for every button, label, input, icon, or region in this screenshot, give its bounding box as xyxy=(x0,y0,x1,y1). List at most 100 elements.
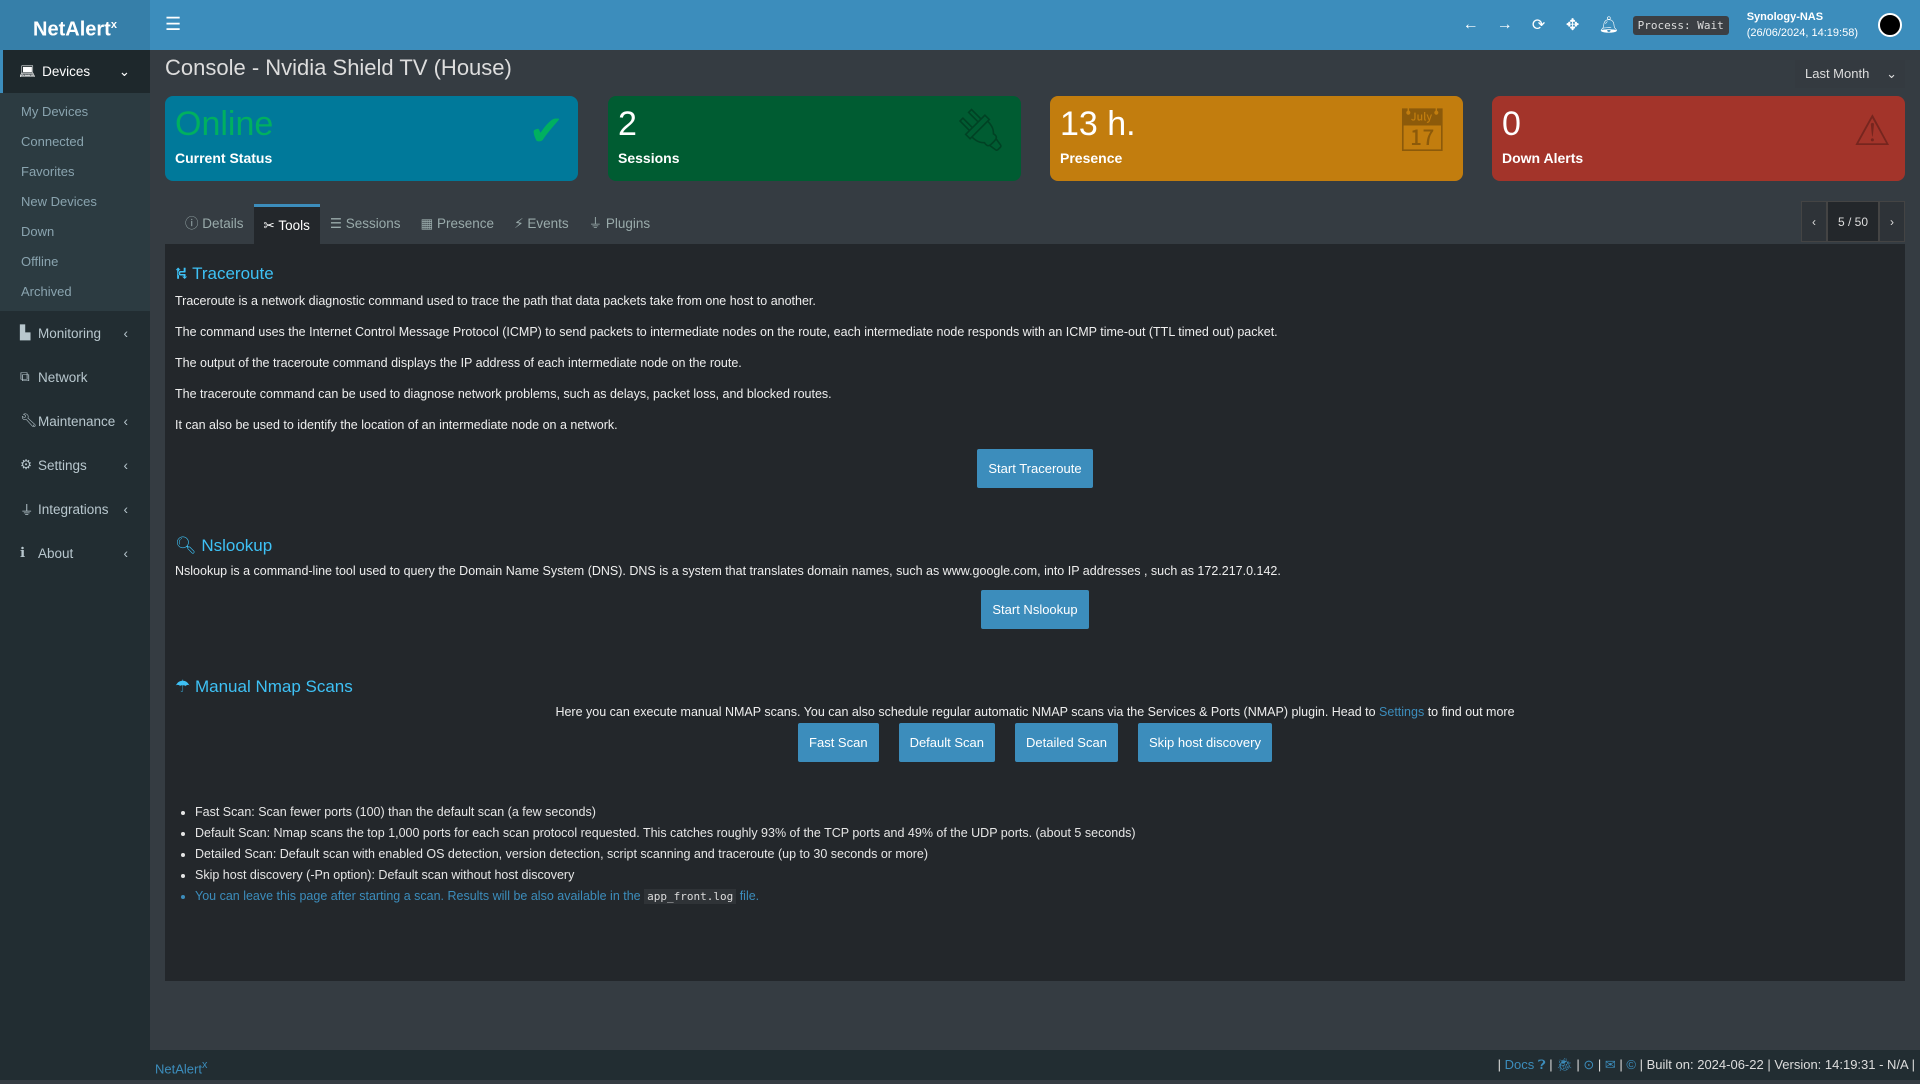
chevron-left-icon: ‹ xyxy=(123,545,129,561)
sidebar: 💻︎ Devices ⌄ My Devices Connected Favorites N… xyxy=(0,50,150,1080)
sidebar-subitem[interactable]: Connected xyxy=(21,134,84,149)
build-info: | Built on: 2024-06-22 | Version: 14:19:… xyxy=(1639,1057,1915,1072)
wrench-icon: 🔧︎ xyxy=(20,413,38,428)
sidebar-subitem[interactable]: Favorites xyxy=(21,164,75,179)
card-label: Current Status xyxy=(175,150,273,166)
sidebar-item-label: Network xyxy=(38,369,88,385)
sidebar-subitem[interactable]: Down xyxy=(21,224,55,239)
next-device-button[interactable]: › xyxy=(1879,201,1905,242)
bell-icon[interactable]: 🔔︎ xyxy=(1598,17,1619,34)
laptop-icon: 💻︎ xyxy=(19,63,37,79)
detailed-scan-button[interactable]: Detailed Scan xyxy=(1015,723,1118,762)
menu-toggle-icon[interactable]: ☰ xyxy=(165,14,182,34)
sidebar-item-settings[interactable]: ⚙ Settings ‹ xyxy=(0,443,150,487)
status-card: 0 Down Alerts ⚠ xyxy=(1492,96,1905,181)
nmap-heading: ☂ Manual Nmap Scans xyxy=(175,677,353,696)
device-position: 5 / 50 xyxy=(1826,201,1879,242)
tab-events[interactable]: ⚡︎ Events xyxy=(504,204,579,244)
tab-sessions[interactable]: ☰ Sessions xyxy=(320,204,411,244)
gear-icon: ⚙ xyxy=(20,457,33,472)
note-end: file. xyxy=(739,889,760,903)
plug-icon: ⏚ xyxy=(588,216,606,231)
sidebar-item-label: About xyxy=(38,545,74,561)
sidebar-item-label: Maintenance xyxy=(38,413,116,429)
chart-icon: ▙ xyxy=(20,325,31,340)
card-label: Sessions xyxy=(618,150,680,166)
tab-label: Plugins xyxy=(605,216,651,231)
plug-icon: ⏚ xyxy=(20,503,34,518)
sidebar-subitem[interactable]: New Devices xyxy=(21,194,97,209)
traceroute-description: The command uses the Internet Control Me… xyxy=(175,325,1278,339)
tools-icon: ✂ xyxy=(263,218,279,233)
sidebar-item-integrations[interactable]: ⏚ Integrations ‹ xyxy=(0,487,150,531)
github-icon[interactable]: ⊙ xyxy=(1583,1057,1595,1072)
sidebar-item-monitoring[interactable]: ▙ Monitoring ‹ xyxy=(0,311,150,355)
sidebar-subitem[interactable]: Archived xyxy=(21,284,72,299)
start-nslookup-button[interactable]: Start Nslookup xyxy=(981,590,1089,629)
tab-label: Sessions xyxy=(345,216,401,231)
skip-host-discovery-button[interactable]: Skip host discovery xyxy=(1137,723,1272,762)
tab-details[interactable]: ⓘ Details xyxy=(175,204,254,244)
sidebar-item-label: Monitoring xyxy=(38,325,102,341)
mail-icon[interactable]: ✉ xyxy=(1604,1057,1616,1072)
period-select[interactable]: Last Month ⌄ xyxy=(1795,60,1905,88)
settings-link[interactable]: Settings xyxy=(1379,705,1425,719)
network-icon: ⧉ xyxy=(20,369,30,384)
plug-icon: 🔌︎ xyxy=(953,106,1007,153)
copyright-icon[interactable]: © xyxy=(1626,1057,1637,1072)
umbrella-icon: ☂ xyxy=(175,677,195,696)
scan-description: Fast Scan: Scan fewer ports (100) than t… xyxy=(195,802,1895,823)
page-title: Console - Nvidia Shield TV (House) xyxy=(165,55,512,80)
refresh-icon[interactable]: ⟳ xyxy=(1531,17,1546,34)
calendar-icon: ▦ xyxy=(420,216,438,231)
tab-label: Events xyxy=(527,216,569,231)
tab-label: Details xyxy=(202,216,244,231)
prev-device-button[interactable]: ‹ xyxy=(1800,201,1827,242)
calendar-icon: 📅︎ xyxy=(1395,106,1449,153)
chevron-down-icon: ⌄ xyxy=(1886,66,1897,81)
sidebar-subitem[interactable]: Offline xyxy=(21,254,59,269)
back-icon[interactable]: ← xyxy=(1462,16,1479,33)
sidebar-subitem[interactable]: My Devices xyxy=(21,104,89,119)
nslookup-heading: 🔍︎ Nslookup xyxy=(175,536,273,555)
chevron-left-icon: ‹ xyxy=(123,325,129,341)
logo[interactable]: NetAlertx xyxy=(0,0,150,50)
status-card: 2 Sessions 🔌︎ xyxy=(608,96,1021,181)
chevron-left-icon: ‹ xyxy=(123,501,129,517)
traceroute-description: The output of the traceroute command dis… xyxy=(175,356,742,370)
scan-description: Skip host discovery (-Pn option): Defaul… xyxy=(195,865,1895,886)
card-value: 2 xyxy=(618,105,637,143)
traceroute-heading: ⛕ Traceroute xyxy=(175,264,274,283)
fast-scan-button[interactable]: Fast Scan xyxy=(798,723,879,762)
nslookup-description: Nslookup is a command-line tool used to … xyxy=(175,564,1281,578)
sidebar-item-network[interactable]: ⧉ Network xyxy=(0,355,150,399)
start-traceroute-button[interactable]: Start Traceroute xyxy=(977,449,1093,488)
chevron-down-icon: ⌄ xyxy=(118,63,130,79)
bolt-icon: ⚡︎ xyxy=(514,216,528,231)
sidebar-item-maintenance[interactable]: 🔧︎ Maintenance ‹ xyxy=(0,399,150,443)
sidebar-item-devices[interactable]: 💻︎ Devices ⌄ xyxy=(0,50,150,93)
sidebar-item-about[interactable]: ℹ About ‹ xyxy=(0,531,150,575)
nmap-intro: Here you can execute manual NMAP scans. … xyxy=(555,705,1515,719)
tab-tools[interactable]: ✂ Tools xyxy=(253,204,320,244)
docs-link[interactable]: Docs xyxy=(1504,1057,1535,1072)
move-icon[interactable]: ✥ xyxy=(1565,17,1580,34)
log-filename: app_front.log xyxy=(644,889,737,904)
footer: NetAlertx | Docs ❓︎ | 🐞︎ | ⊙ | ✉ | © | B… xyxy=(150,1050,1920,1080)
route-icon: ⛕ xyxy=(175,264,193,283)
bug-icon[interactable]: 🐞︎ xyxy=(1556,1057,1573,1072)
forward-icon[interactable]: → xyxy=(1496,16,1513,33)
tab-plugins[interactable]: ⏚ Plugins xyxy=(579,204,661,244)
avatar[interactable] xyxy=(1878,13,1902,37)
info-icon: ℹ xyxy=(20,545,26,560)
host-info: Synology-NAS (26/06/2024, 14:19:58) xyxy=(1746,11,1858,39)
default-scan-button[interactable]: Default Scan xyxy=(898,723,995,762)
help-icon[interactable]: ❓︎ xyxy=(1534,1057,1546,1072)
card-label: Presence xyxy=(1060,150,1123,166)
status-card: Online Current Status ✔ xyxy=(165,96,578,181)
scan-description: Default Scan: Nmap scans the top 1,000 p… xyxy=(195,823,1895,844)
tab-presence[interactable]: ▦ Presence xyxy=(411,204,505,244)
card-value: Online xyxy=(175,105,274,143)
footer-brand[interactable]: NetAlertx xyxy=(155,1059,208,1077)
traceroute-description: Traceroute is a network diagnostic comma… xyxy=(175,294,816,308)
